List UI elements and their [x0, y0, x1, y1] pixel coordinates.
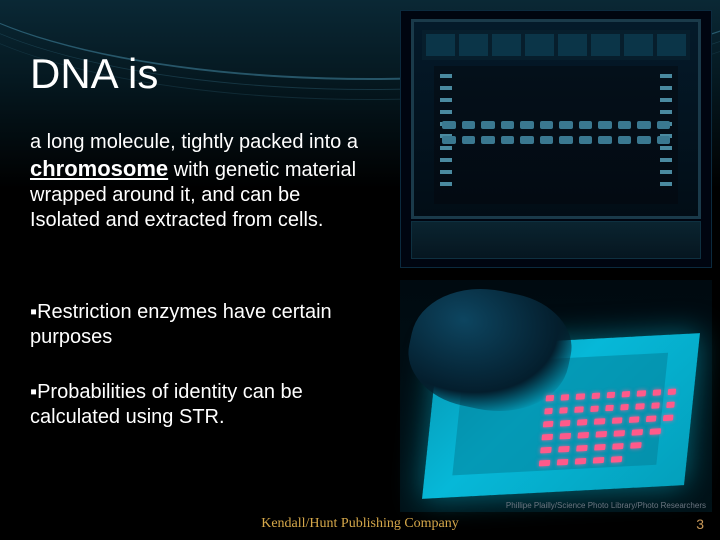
chromosome-term: chromosome	[30, 156, 168, 181]
ladder-right	[660, 74, 672, 196]
ladder-left	[440, 74, 452, 196]
slide-title: DNA is	[30, 50, 158, 98]
monitor-keyboard	[411, 221, 701, 259]
monitor-toolbar	[422, 30, 690, 60]
footer-publisher: Kendall/Hunt Publishing Company	[0, 516, 720, 532]
uv-gel-image: Phillipe Plailly/Science Photo Library/P…	[400, 280, 712, 512]
bullet-probabilities: ▪Probabilities of identity can be calcul…	[30, 380, 370, 430]
bullet-text: Probabilities of identity can be calcula…	[30, 381, 303, 428]
gel-monitor-image	[400, 10, 712, 268]
monitor-bezel	[411, 19, 701, 219]
band-row	[442, 121, 670, 129]
slide-paragraph: a long molecule, tightly packed into a c…	[30, 130, 370, 233]
band-row	[442, 136, 670, 144]
page-number: 3	[696, 516, 704, 532]
dna-bands	[538, 389, 676, 476]
image-credit: Phillipe Plailly/Science Photo Library/P…	[506, 501, 706, 510]
bullet-restriction: ▪Restriction enzymes have certain purpos…	[30, 300, 370, 350]
gel-lanes-area	[434, 66, 678, 204]
bullet-text: Restriction enzymes have certain purpose…	[30, 301, 332, 348]
para-part1: a long molecule, tightly packed into a	[30, 131, 358, 153]
